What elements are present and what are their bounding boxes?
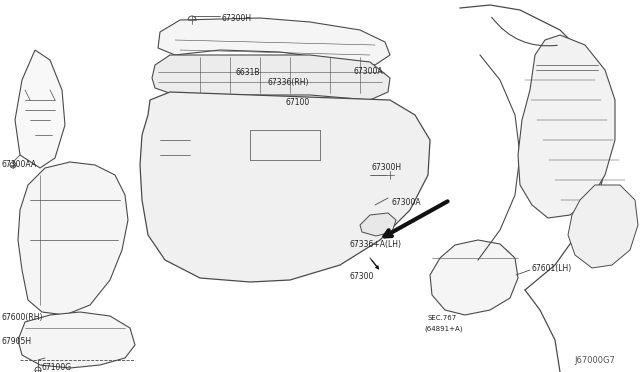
Polygon shape <box>568 185 638 268</box>
Text: 67336+A(LH): 67336+A(LH) <box>350 240 402 249</box>
Text: 67100: 67100 <box>285 98 309 107</box>
Text: 67600(RH): 67600(RH) <box>2 313 44 322</box>
Polygon shape <box>430 240 518 315</box>
Polygon shape <box>360 213 396 236</box>
Polygon shape <box>518 35 615 218</box>
Text: (64891+A): (64891+A) <box>424 325 463 331</box>
Text: 6631B: 6631B <box>235 68 259 77</box>
Text: 67300A: 67300A <box>392 198 422 207</box>
Text: 67300H: 67300H <box>222 14 252 23</box>
Text: SEC.767: SEC.767 <box>428 315 457 321</box>
Text: 67905H: 67905H <box>2 337 32 346</box>
Polygon shape <box>18 312 135 368</box>
Polygon shape <box>310 66 342 84</box>
Polygon shape <box>158 18 390 65</box>
Polygon shape <box>18 162 128 315</box>
Text: J67000G7: J67000G7 <box>574 356 615 365</box>
Text: 67300: 67300 <box>350 272 374 281</box>
Polygon shape <box>140 92 430 282</box>
Polygon shape <box>15 50 65 168</box>
Polygon shape <box>265 62 298 82</box>
Polygon shape <box>152 55 390 100</box>
Text: 67300H: 67300H <box>372 163 402 172</box>
Text: 67300AA: 67300AA <box>2 160 37 169</box>
Text: 67300A: 67300A <box>354 67 383 77</box>
Text: 67336(RH): 67336(RH) <box>268 78 310 87</box>
Text: 67601(LH): 67601(LH) <box>532 263 572 273</box>
Text: 67100G: 67100G <box>42 363 72 372</box>
